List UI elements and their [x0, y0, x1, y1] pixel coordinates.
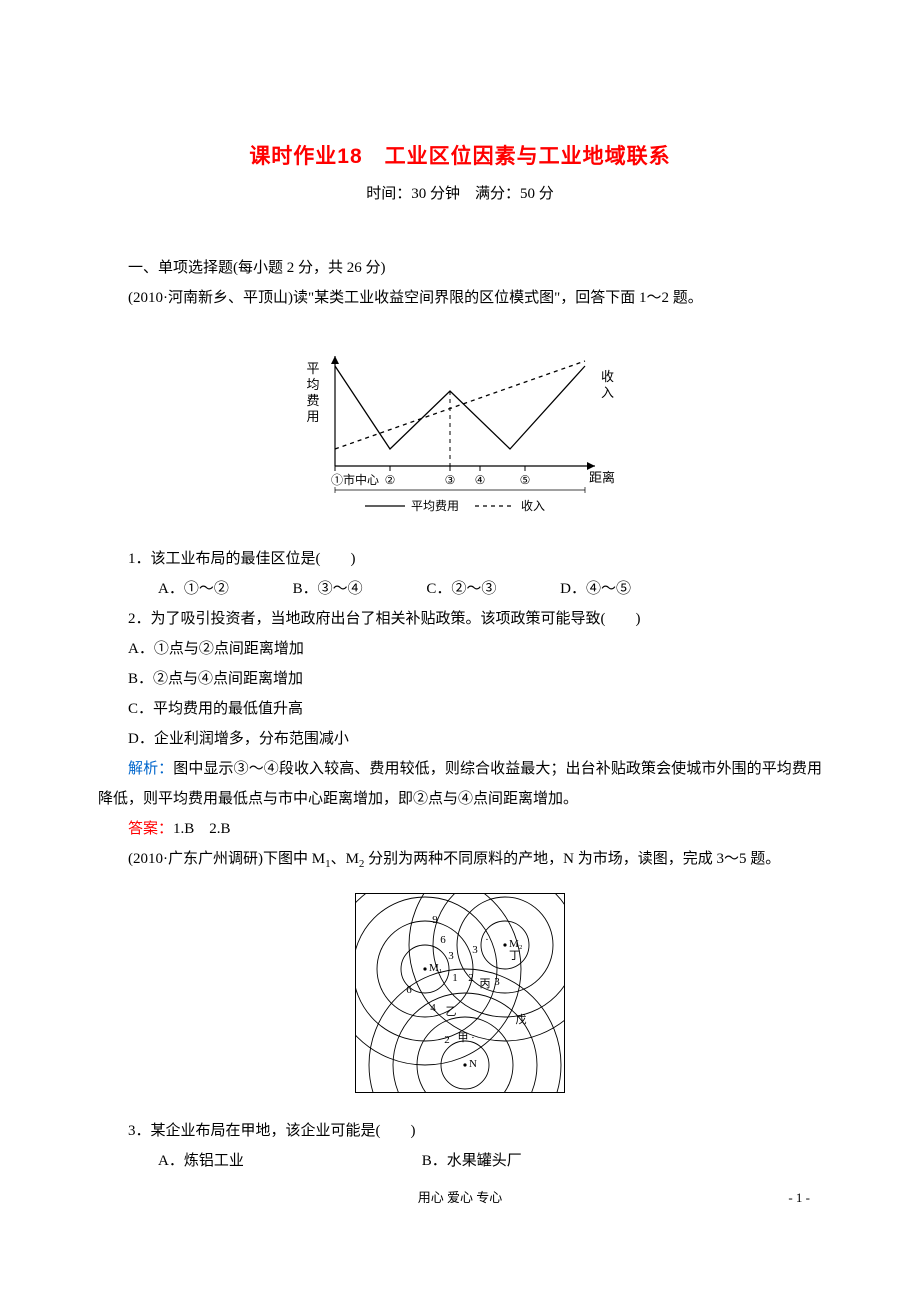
svg-text:均: 均 [306, 377, 319, 392]
intro-2: (2010·广东广州调研)下图中 M1、M2 分别为两种不同原料的产地，N 为市… [98, 844, 822, 875]
footer-page-number: - 1 - [788, 1190, 810, 1206]
svg-text:费: 费 [306, 393, 319, 408]
q3-opt-a: A．炼铝工业 [128, 1146, 388, 1176]
svg-text:9: 9 [432, 914, 438, 926]
svg-text:丁: 丁 [509, 950, 520, 962]
q1-opt-a: A．①～② [128, 574, 229, 604]
q3-options: A．炼铝工业 B．水果罐头厂 [98, 1146, 822, 1176]
q1-stem: 1．该工业布局的最佳区位是( ) [98, 544, 822, 574]
page-subtitle: 时间：30 分钟 满分：50 分 [98, 182, 822, 203]
svg-text:平均费用: 平均费用 [411, 499, 459, 513]
q1-options: A．①～② B．③～④ C．②～③ D．④～⑤ [98, 574, 822, 604]
q1-opt-d: D．④～⑤ [530, 574, 631, 604]
svg-text:③: ③ [445, 473, 456, 487]
svg-text:④: ④ [475, 473, 486, 487]
svg-text:6: 6 [406, 984, 412, 996]
q3-opt-b: B．水果罐头厂 [392, 1146, 522, 1176]
intro2-b: 、M [331, 851, 359, 867]
answer-label: 答案： [128, 821, 173, 837]
svg-text:·: · [471, 1032, 475, 1044]
answer-text: 1.B 2.B [173, 821, 231, 837]
chart-2-svg: M₁M₂丁N9633·12丙364乙2甲·戊 [355, 893, 565, 1093]
chart-1-svg: 平均费用收入距离①市中心②③④⑤平均费用收入 [295, 331, 625, 521]
analysis: 解析：图中显示③～④段收入较高、费用较低，则综合收益最大；出台补贴政策会使城市外… [98, 754, 822, 814]
intro2-a: (2010·广东广州调研)下图中 M [128, 851, 325, 867]
svg-text:3: 3 [494, 976, 500, 988]
chart-2: M₁M₂丁N9633·12丙364乙2甲·戊 [98, 893, 822, 1098]
svg-text:2: 2 [444, 1034, 450, 1046]
svg-text:2: 2 [468, 972, 474, 984]
svg-text:乙: 乙 [446, 1005, 457, 1018]
q1-opt-c: C．②～③ [396, 574, 496, 604]
page-footer: 用心 爱心 专心 - 1 - [0, 1187, 920, 1206]
svg-text:N: N [469, 1058, 477, 1070]
footer-center: 用心 爱心 专心 [418, 1190, 503, 1205]
q2-stem: 2．为了吸引投资者，当地政府出台了相关补贴政策。该项政策可能导致( ) [98, 604, 822, 634]
svg-text:戊: 戊 [516, 1013, 527, 1026]
svg-text:·: · [485, 934, 489, 946]
svg-text:平: 平 [306, 361, 319, 376]
q2-opt-d: D．企业利润增多，分布范围减小 [98, 724, 822, 754]
analysis-label: 解析： [128, 761, 173, 777]
q3-stem: 3．某企业布局在甲地，该企业可能是( ) [98, 1116, 822, 1146]
intro-1: (2010·河南新乡、平顶山)读"某类工业收益空间界限的区位模式图"，回答下面 … [98, 283, 822, 313]
svg-text:3: 3 [448, 950, 454, 962]
svg-text:甲: 甲 [458, 1032, 469, 1044]
svg-text:4: 4 [430, 1002, 436, 1014]
svg-text:3: 3 [472, 944, 478, 956]
svg-text:1: 1 [452, 972, 458, 984]
svg-text:入: 入 [601, 385, 614, 400]
answer: 答案：1.B 2.B [98, 814, 822, 844]
svg-text:②: ② [385, 473, 396, 487]
section-heading: 一、单项选择题(每小题 2 分，共 26 分) [98, 253, 822, 283]
q2-opt-b: B．②点与④点间距离增加 [98, 664, 822, 694]
chart-1: 平均费用收入距离①市中心②③④⑤平均费用收入 [98, 331, 822, 526]
q2-opt-a: A．①点与②点间距离增加 [98, 634, 822, 664]
analysis-text: 图中显示③～④段收入较高、费用较低，则综合收益最大；出台补贴政策会使城市外围的平… [98, 761, 822, 807]
svg-text:距离: 距离 [589, 470, 615, 485]
svg-text:①市中心: ①市中心 [331, 472, 379, 487]
q1-opt-b: B．③～④ [263, 574, 363, 604]
svg-text:用: 用 [306, 409, 319, 424]
svg-text:6: 6 [440, 934, 446, 946]
intro2-c: 分别为两种不同原料的产地，N 为市场，读图，完成 3～5 题。 [364, 851, 780, 867]
svg-text:M₂: M₂ [509, 938, 523, 950]
q2-opt-c: C．平均费用的最低值升高 [98, 694, 822, 724]
svg-text:收入: 收入 [521, 499, 545, 513]
svg-text:⑤: ⑤ [520, 473, 531, 487]
svg-text:收: 收 [601, 369, 614, 384]
page-title: 课时作业18 工业区位因素与工业地域联系 [98, 140, 822, 170]
svg-text:丙: 丙 [480, 978, 491, 990]
